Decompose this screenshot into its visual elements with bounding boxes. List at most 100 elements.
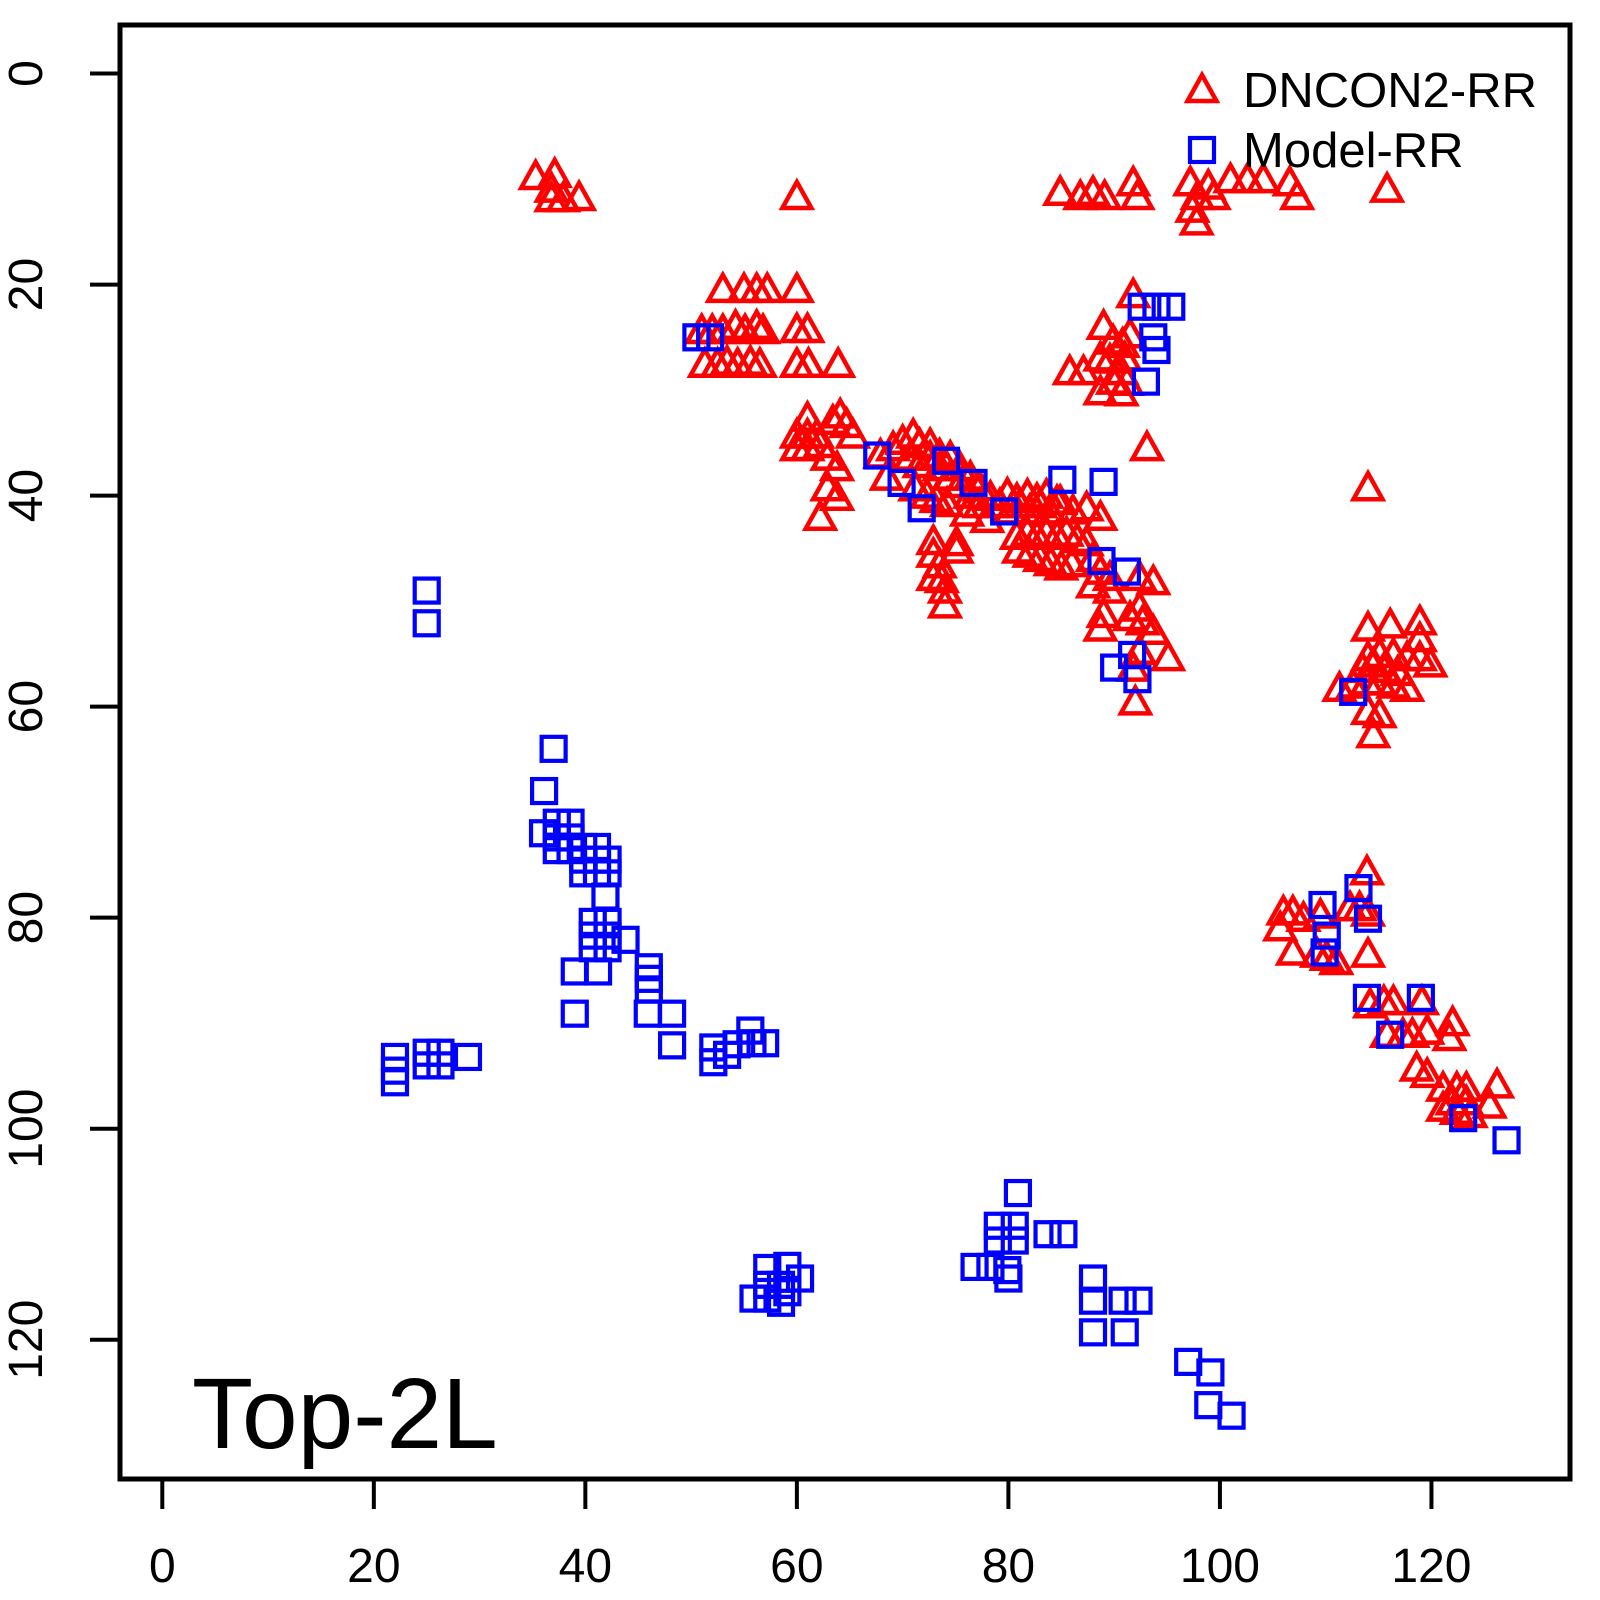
data-point-model-rr <box>1049 1220 1078 1249</box>
data-point-dncon2-rr <box>1349 934 1387 968</box>
data-point-model-rr <box>1048 465 1077 494</box>
data-point-model-rr <box>1449 1104 1478 1133</box>
data-point-dncon2-rr <box>1317 942 1355 976</box>
data-point-model-rr <box>1110 1318 1139 1347</box>
data-point-dncon2-rr <box>1408 1055 1446 1089</box>
data-point-dncon2-rr <box>1041 173 1079 207</box>
data-point-dncon2-rr <box>560 178 598 212</box>
plot-border <box>117 22 1573 1482</box>
data-point-dncon2-rr <box>1178 202 1215 236</box>
data-point-dncon2-rr <box>1082 372 1119 406</box>
data-point-dncon2-rr <box>790 345 827 379</box>
data-point-dncon2-rr <box>1361 695 1398 729</box>
data-point-model-rr <box>1344 874 1373 903</box>
x-axis-tick-label: 20 <box>347 1540 400 1593</box>
data-point-model-rr <box>1352 983 1382 1012</box>
x-axis-tick-label: 60 <box>770 1540 823 1593</box>
data-point-dncon2-rr <box>1379 653 1416 687</box>
y-axis-tick-label: 20 <box>0 258 53 311</box>
data-point-model-rr <box>959 468 988 498</box>
data-point-dncon2-rr <box>778 177 816 211</box>
x-axis-tick-label: 0 <box>149 1540 176 1593</box>
data-point-dncon2-rr <box>1308 938 1346 972</box>
data-point-model-rr <box>983 1226 1012 1255</box>
x-axis-tick-label: 40 <box>559 1540 612 1593</box>
data-point-model-rr <box>1217 1401 1246 1430</box>
data-point-dncon2-rr <box>1058 520 1096 554</box>
data-point-dncon2-rr <box>801 498 839 532</box>
data-point-model-rr <box>380 1068 410 1097</box>
data-point-dncon2-rr <box>778 270 816 304</box>
data-point-dncon2-rr <box>923 560 961 594</box>
data-point-dncon2-rr <box>1065 352 1102 386</box>
data-point-model-rr <box>1123 665 1152 694</box>
data-point-model-rr <box>453 1042 483 1072</box>
data-point-dncon2-rr <box>998 517 1036 550</box>
legend-square-icon <box>1187 135 1217 165</box>
legend-label: DNCON2-RR <box>1243 64 1537 118</box>
y-axis-tick-label: 40 <box>0 469 53 522</box>
data-point-dncon2-rr <box>1371 605 1409 639</box>
data-point-dncon2-rr <box>1412 644 1449 678</box>
data-point-dncon2-rr <box>789 428 826 462</box>
data-point-dncon2-rr <box>1091 570 1129 604</box>
data-point-dncon2-rr <box>1401 619 1439 653</box>
data-point-dncon2-rr <box>1061 177 1099 211</box>
data-point-model-rr <box>1000 1211 1029 1240</box>
data-point-dncon2-rr <box>748 270 786 304</box>
data-point-model-rr <box>1124 1286 1153 1315</box>
data-point-model-rr <box>1196 1358 1225 1387</box>
data-point-dncon2-rr <box>1368 169 1406 203</box>
data-point-model-rr <box>766 1288 796 1317</box>
data-point-dncon2-rr <box>1448 1068 1485 1102</box>
data-point-model-rr <box>1078 1286 1108 1315</box>
data-point-dncon2-rr <box>1403 982 1441 1016</box>
data-point-model-rr <box>960 1252 989 1282</box>
data-point-dncon2-rr <box>1349 893 1387 927</box>
data-point-dncon2-rr <box>1134 562 1172 596</box>
data-point-model-rr <box>657 1031 687 1060</box>
data-point-dncon2-rr <box>938 530 975 564</box>
data-point-dncon2-rr <box>744 311 782 345</box>
data-point-dncon2-rr <box>938 523 975 557</box>
data-point-model-rr <box>931 446 961 475</box>
data-point-model-rr <box>539 734 568 763</box>
x-axis-tick-label: 80 <box>982 1540 1035 1593</box>
data-point-model-rr <box>1127 292 1156 321</box>
y-axis-tick-label: 60 <box>0 680 53 733</box>
data-point-model-rr <box>1310 938 1339 967</box>
data-point-dncon2-rr <box>1278 177 1316 211</box>
data-point-model-rr <box>633 999 662 1028</box>
data-point-dncon2-rr <box>1174 190 1211 223</box>
data-point-dncon2-rr <box>834 415 872 449</box>
legend-label: Model-RR <box>1243 124 1464 178</box>
data-point-dncon2-rr <box>1471 1085 1508 1119</box>
data-point-model-rr <box>699 1048 728 1077</box>
data-point-dncon2-rr <box>717 307 754 341</box>
y-axis-tick-label: 0 <box>0 60 53 87</box>
y-axis-tick-label: 80 <box>0 891 53 944</box>
data-point-dncon2-rr <box>1086 177 1123 211</box>
data-point-dncon2-rr <box>1261 908 1299 942</box>
data-point-dncon2-rr <box>1195 177 1232 211</box>
data-point-dncon2-rr <box>926 585 964 619</box>
data-point-dncon2-rr <box>819 345 857 379</box>
data-point-dncon2-rr <box>789 310 826 344</box>
data-point-dncon2-rr <box>1103 373 1140 407</box>
data-point-dncon2-rr <box>1091 558 1129 592</box>
data-point-model-rr <box>1339 677 1368 706</box>
data-point-dncon2-rr <box>1348 852 1386 886</box>
data-point-model-rr <box>1112 557 1141 586</box>
data-point-model-rr <box>751 1029 780 1058</box>
data-point-dncon2-rr <box>1452 1095 1489 1129</box>
data-point-dncon2-rr <box>1349 468 1387 502</box>
data-point-dncon2-rr <box>1119 177 1156 211</box>
data-point-model-rr <box>907 494 936 523</box>
data-point-dncon2-rr <box>1128 428 1166 462</box>
data-point-model-rr <box>990 497 1019 526</box>
data-point-model-rr <box>1308 890 1337 920</box>
data-point-dncon2-rr <box>1401 602 1439 636</box>
data-point-dncon2-rr <box>517 157 554 191</box>
data-point-dncon2-rr <box>1408 1011 1446 1045</box>
